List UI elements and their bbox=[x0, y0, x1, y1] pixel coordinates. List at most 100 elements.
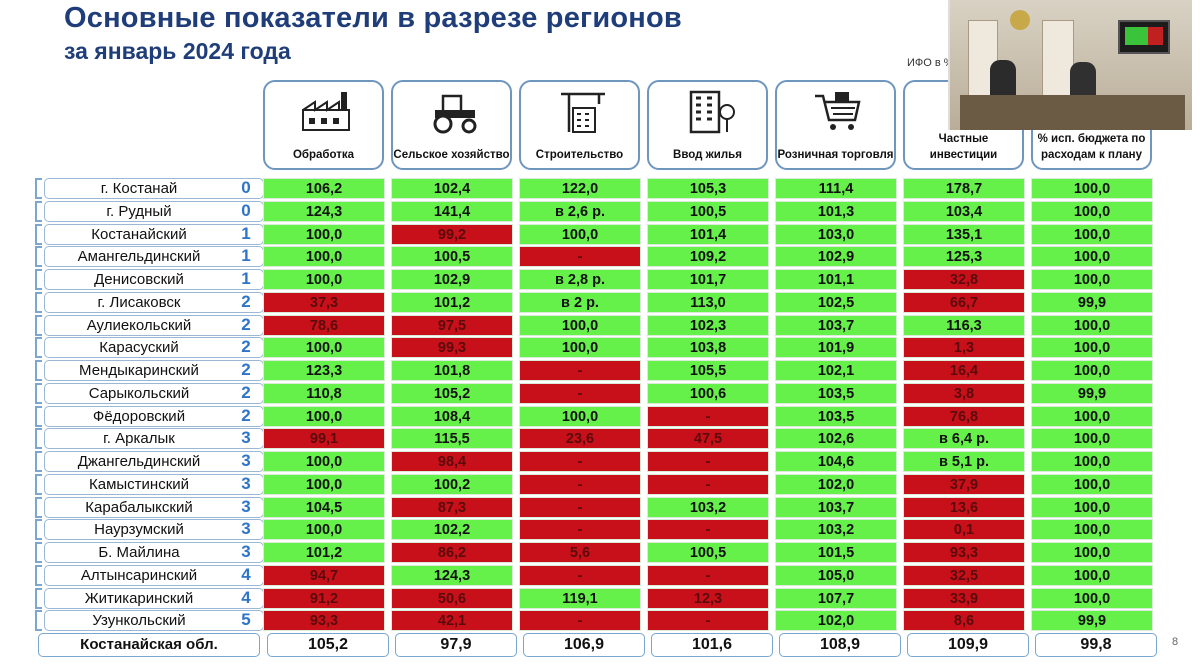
header-label: Розничная торговля bbox=[777, 149, 894, 161]
region-name: Камыстинский bbox=[44, 473, 264, 495]
row-bracket bbox=[35, 382, 42, 404]
value-cell: 105,2 bbox=[391, 382, 513, 404]
value-cell: 124,3 bbox=[391, 564, 513, 586]
table-row: Костанайский 1 100,0 99,2 100,0 101,4 103,0 135… bbox=[35, 223, 1168, 246]
value-cell: 13,6 bbox=[903, 496, 1025, 518]
value-cell: 100,0 bbox=[1031, 360, 1153, 381]
value-cell: 116,3 bbox=[903, 314, 1025, 336]
value-cell: 102,0 bbox=[775, 610, 897, 632]
region-name: Денисовский bbox=[44, 269, 264, 290]
value-cell: 123,3 bbox=[263, 360, 385, 381]
value-cell: 102,2 bbox=[391, 519, 513, 541]
row-bracket bbox=[35, 496, 42, 518]
value-cell: - bbox=[519, 246, 641, 268]
value-cell: 100,0 bbox=[1031, 473, 1153, 495]
value-cell: 100,0 bbox=[1031, 223, 1153, 245]
value-cell: 100,0 bbox=[263, 451, 385, 472]
region-name: Мендыкаринский bbox=[44, 360, 264, 381]
value-cell: 108,4 bbox=[391, 405, 513, 427]
header-agriculture: Сельское хозяйство bbox=[391, 80, 512, 170]
construction-crane-icon bbox=[561, 92, 605, 133]
value-cell: 100,0 bbox=[1031, 314, 1153, 336]
emblem-image bbox=[1010, 10, 1030, 30]
value-cell: 32,8 bbox=[903, 269, 1025, 290]
region-score: 2 bbox=[241, 291, 251, 311]
value-cell: 99,9 bbox=[1031, 291, 1153, 313]
value-cell: 105,3 bbox=[647, 178, 769, 199]
value-cell: - bbox=[647, 405, 769, 427]
row-bracket bbox=[35, 564, 42, 586]
total-row-label: Костанайская обл. bbox=[38, 633, 260, 657]
row-bracket bbox=[35, 314, 42, 336]
header-label: Ввод жилья bbox=[673, 149, 742, 161]
value-cell: - bbox=[519, 519, 641, 541]
value-cell: 100,0 bbox=[1031, 496, 1153, 518]
value-cell: 1,3 bbox=[903, 337, 1025, 359]
value-cell: 5,6 bbox=[519, 542, 641, 563]
value-cell: 99,9 bbox=[1031, 382, 1153, 404]
region-score: 4 bbox=[241, 564, 251, 584]
value-cell: 100,0 bbox=[263, 223, 385, 245]
value-cell: 103,2 bbox=[647, 496, 769, 518]
units-note: ИФО в % bbox=[907, 57, 954, 69]
value-cell: 100,0 bbox=[1031, 178, 1153, 199]
value-cell: 98,4 bbox=[391, 451, 513, 472]
header-housing: Ввод жилья bbox=[647, 80, 768, 170]
page-title: Основные показатели в разрезе регионов bbox=[64, 2, 682, 34]
header-label: Строительство bbox=[535, 149, 624, 161]
value-cell: в 2,6 р. bbox=[519, 200, 641, 222]
region-score: 0 bbox=[241, 178, 251, 197]
apartment-building-icon bbox=[689, 90, 735, 134]
value-cell: 178,7 bbox=[903, 178, 1025, 199]
value-cell: 100,0 bbox=[1031, 405, 1153, 427]
value-cell: 23,6 bbox=[519, 428, 641, 450]
value-cell: - bbox=[519, 610, 641, 632]
value-cell: 100,0 bbox=[263, 269, 385, 290]
value-cell: 102,5 bbox=[775, 291, 897, 313]
header-processing: Обработка bbox=[263, 80, 384, 170]
value-cell: 99,1 bbox=[263, 428, 385, 450]
value-cell: в 6,4 р. bbox=[903, 428, 1025, 450]
table-row: Джангельдинский 3 100,0 98,4- -104,6 в 5,1 р.… bbox=[35, 450, 1168, 473]
row-bracket bbox=[35, 542, 42, 563]
region-name: Житикаринский bbox=[44, 587, 264, 609]
value-cell: 16,4 bbox=[903, 360, 1025, 381]
region-name: г. Лисаковск bbox=[44, 291, 264, 313]
region-score: 1 bbox=[241, 223, 251, 243]
value-cell: 102,6 bbox=[775, 428, 897, 450]
table-row: г. Лисаковск 2 37,3 101,2 в 2 р. 113,0 102,5 66… bbox=[35, 291, 1168, 314]
row-bracket bbox=[35, 428, 42, 450]
value-cell: 42,1 bbox=[391, 610, 513, 632]
row-bracket bbox=[35, 519, 42, 541]
value-cell: 93,3 bbox=[263, 610, 385, 632]
table-row: Камыстинский 3 100,0 100,2- -102,0 37,9 100,0 bbox=[35, 473, 1168, 496]
value-cell: 101,1 bbox=[775, 269, 897, 290]
value-cell: 125,3 bbox=[903, 246, 1025, 268]
value-cell: 103,7 bbox=[775, 496, 897, 518]
value-cell: 100,0 bbox=[1031, 542, 1153, 563]
table-row: г. Костанай 0 106,2 102,4 122,0 105,3 111,4 178… bbox=[35, 177, 1168, 200]
value-cell: 0,1 bbox=[903, 519, 1025, 541]
region-name: Карасуский bbox=[44, 337, 264, 359]
value-cell: 76,8 bbox=[903, 405, 1025, 427]
row-bracket bbox=[35, 337, 42, 359]
value-cell: 99,2 bbox=[391, 223, 513, 245]
row-bracket bbox=[35, 451, 42, 472]
shopping-cart-icon bbox=[815, 92, 861, 130]
value-cell: в 2,8 р. bbox=[519, 269, 641, 290]
region-name: Аулиекольский bbox=[44, 314, 264, 336]
value-cell: 103,7 bbox=[775, 314, 897, 336]
row-bracket bbox=[35, 610, 42, 632]
table-row: Карасуский 2 100,0 99,3 100,0 103,8 101,9 1,3 10… bbox=[35, 336, 1168, 359]
value-cell: 102,1 bbox=[775, 360, 897, 381]
header-construction: Строительство bbox=[519, 80, 640, 170]
value-cell: 103,4 bbox=[903, 200, 1025, 222]
value-cell: 100,6 bbox=[647, 382, 769, 404]
value-cell: 100,0 bbox=[1031, 564, 1153, 586]
region-name: Карабалыкский bbox=[44, 496, 264, 518]
value-cell: - bbox=[519, 360, 641, 381]
total-value: 101,6 bbox=[651, 633, 773, 657]
row-bracket bbox=[35, 246, 42, 268]
region-score: 1 bbox=[241, 269, 251, 288]
value-cell: 100,0 bbox=[263, 405, 385, 427]
